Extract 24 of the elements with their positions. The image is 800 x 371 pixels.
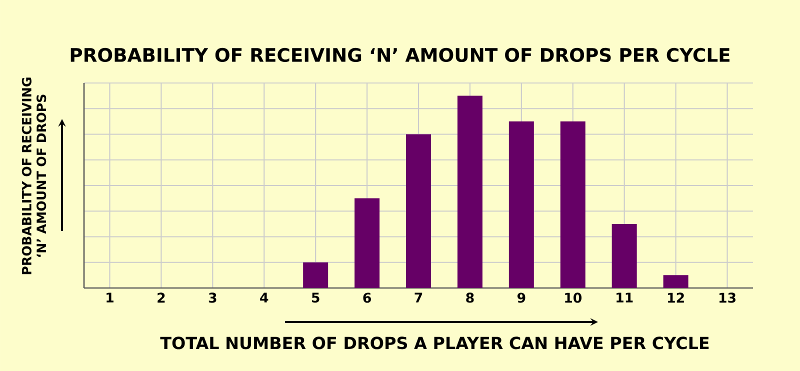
- x-tick-label: 10: [565, 292, 582, 303]
- x-tick-label: 9: [517, 292, 526, 303]
- bar: [508, 121, 534, 288]
- bar: [354, 198, 380, 288]
- bar: [612, 224, 637, 288]
- bar: [457, 96, 482, 288]
- x-tick-label: 1: [106, 292, 114, 302]
- x-tick-label: 12: [668, 292, 684, 303]
- x-tick-label: 7: [414, 292, 422, 302]
- x-tick-label: 13: [719, 292, 736, 303]
- bar: [406, 134, 432, 288]
- bar: [303, 262, 328, 288]
- x-tick-label: 2: [158, 292, 165, 303]
- x-tick-label: 4: [260, 292, 268, 302]
- chart-title: PROBABILITY OF RECEIVING ‘N’ AMOUNT OF DROPS PER CYCLE: [70, 48, 730, 62]
- x-tick-label: 6: [363, 292, 371, 303]
- x-tick-label: 8: [466, 292, 474, 303]
- y-axis-title: PROBABILITY OF RECEIVING ‘N’ AMOUNT OF DROPS: [22, 78, 46, 274]
- x-tick-label: 5: [312, 292, 320, 303]
- x-axis-title: TOTAL NUMBER OF DROPS A PLAYER CAN HAVE PER CYCLE: [160, 336, 709, 350]
- x-tick-label: 3: [208, 292, 216, 303]
- x-tick-label: 11: [616, 292, 633, 302]
- bar: [663, 275, 688, 288]
- bar: [560, 121, 586, 288]
